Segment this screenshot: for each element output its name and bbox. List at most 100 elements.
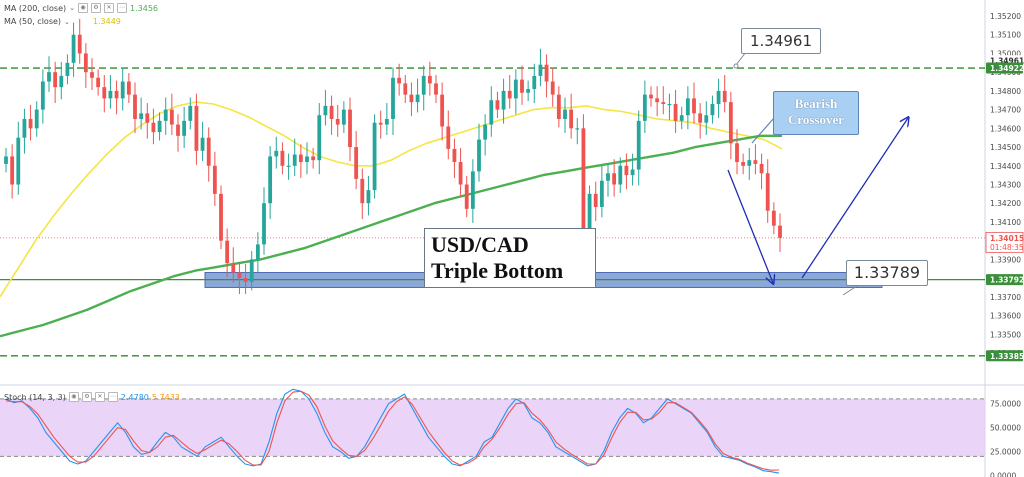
eye-icon[interactable]: ◉: [78, 3, 88, 13]
candle-body: [483, 124, 488, 140]
lower-price-marker-text: 1.33385: [990, 352, 1024, 361]
candle: [348, 97, 352, 162]
candle-body: [212, 165, 217, 194]
candle-body: [452, 148, 457, 163]
candle-body: [286, 165, 291, 167]
more-icon[interactable]: ⋯: [107, 392, 118, 402]
candle-body: [145, 113, 150, 123]
close-icon[interactable]: ✕: [104, 3, 114, 13]
stoch-d-value: 5.7433: [151, 392, 180, 402]
candle-body: [71, 34, 76, 63]
candle-body: [728, 102, 733, 144]
eye-icon[interactable]: ◉: [68, 392, 79, 402]
candle-body: [65, 62, 70, 76]
candle-body: [249, 259, 254, 282]
candle: [538, 48, 543, 87]
candle: [421, 65, 426, 111]
candle: [262, 187, 266, 255]
candle: [378, 110, 383, 139]
candle: [655, 86, 660, 117]
stoch-legend[interactable]: Stoch (14, 3, 3) ◉ ⚙ ✕ ⋯ 2.4780 5.7433: [4, 392, 180, 402]
candle-body: [440, 94, 445, 127]
candle-body: [53, 72, 58, 88]
resistance-price-marker-text: 1.34922: [990, 64, 1024, 73]
candle: [200, 121, 205, 162]
candle: [710, 95, 715, 124]
candle: [618, 157, 623, 193]
candle-body: [133, 94, 137, 119]
candle-body: [311, 156, 316, 161]
peak-pointer: [735, 51, 747, 66]
ma50-legend[interactable]: MA (50, close) ⌄ 1.3449: [4, 17, 121, 26]
candle-body: [649, 94, 653, 99]
candle-body: [169, 109, 174, 125]
callout-line-2: Crossover: [787, 112, 845, 127]
settings-icon[interactable]: ⚙: [91, 3, 101, 13]
candle: [323, 89, 328, 126]
candle: [501, 78, 506, 124]
close-icon[interactable]: ✕: [94, 392, 105, 402]
candle-body: [200, 137, 205, 151]
candle-body: [778, 225, 782, 238]
candle: [10, 144, 15, 199]
stoch-tick-label: 50.0000: [990, 424, 1021, 433]
candle-body: [771, 210, 776, 226]
candle-body: [40, 81, 45, 110]
candle-body: [655, 98, 660, 103]
candle: [403, 74, 408, 104]
support-price-label: 1.33789: [846, 260, 928, 286]
candle-body: [630, 169, 635, 176]
candle: [120, 67, 125, 111]
price-tick-label: 1.33900: [990, 255, 1021, 264]
candle: [341, 101, 346, 134]
candle: [194, 93, 199, 165]
candle: [212, 151, 217, 207]
candle: [452, 138, 457, 178]
candle-body: [59, 75, 64, 88]
price-tick-label: 1.34600: [990, 124, 1021, 133]
candle: [513, 69, 518, 115]
current-price-text: 1.34015: [990, 234, 1024, 243]
candle-body: [378, 122, 383, 125]
candle: [409, 82, 414, 117]
candle: [440, 82, 445, 141]
candle-body: [692, 98, 696, 114]
candle-body: [354, 147, 359, 179]
candle: [391, 67, 395, 135]
candle: [520, 65, 524, 105]
ma50-legend-label: MA (50, close): [4, 17, 62, 26]
candle: [593, 181, 598, 222]
price-tick-label: 1.34800: [990, 87, 1021, 96]
candle: [151, 108, 156, 145]
settings-icon[interactable]: ⚙: [81, 392, 92, 402]
candle-body: [163, 109, 168, 121]
chevron-down-icon[interactable]: ⌄: [69, 4, 75, 12]
candle-body: [403, 83, 408, 95]
candle-body: [348, 109, 352, 148]
candle-body: [102, 87, 107, 99]
ma200-legend[interactable]: MA (200, close) ⌄ ◉ ⚙ ✕ ⋯ 1.3456: [4, 3, 158, 13]
candle-body: [642, 94, 647, 121]
ma200-legend-label: MA (200, close): [4, 3, 67, 13]
candle-body: [421, 75, 426, 95]
candle-body: [151, 122, 156, 133]
candle: [237, 262, 242, 295]
bearish-crossover-callout: Bearish Crossover: [773, 91, 859, 135]
candle-body: [323, 105, 328, 116]
candle: [360, 168, 365, 220]
ma50-legend-value: 1.3449: [92, 17, 121, 26]
price-tick-label: 1.34400: [990, 162, 1021, 171]
pattern-title-line1: USD/CAD: [431, 232, 529, 257]
candle: [624, 153, 629, 190]
candle-body: [581, 128, 586, 267]
candle: [778, 213, 782, 252]
candle-body: [34, 109, 39, 129]
candle: [470, 159, 475, 223]
candle-body: [47, 72, 51, 82]
more-icon[interactable]: ⋯: [117, 3, 127, 13]
candle-body: [16, 137, 21, 185]
candle-body: [10, 156, 15, 185]
candle: [157, 112, 162, 141]
chevron-down-icon[interactable]: ⌄: [64, 17, 70, 26]
candle: [182, 106, 187, 148]
